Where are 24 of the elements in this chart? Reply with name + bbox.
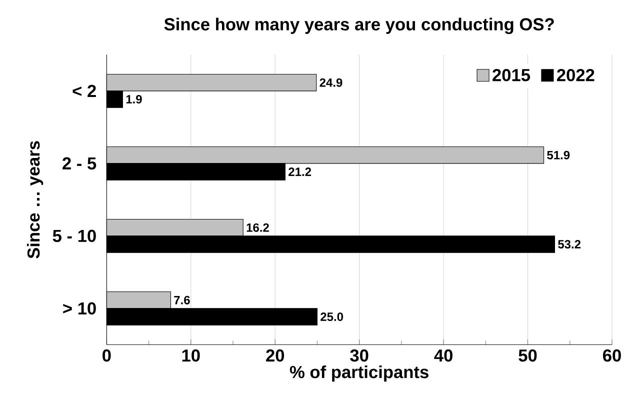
x-tick-label: 10 [182,349,200,362]
y-tick-label: 2 - 5 [62,157,96,170]
legend-label: 2015 [492,68,530,82]
data-label: 7.6 [174,296,190,304]
data-label: 21.2 [288,168,312,176]
x-tick-label: 60 [602,349,621,362]
x-tick-label: 50 [518,349,537,362]
data-label: 25.0 [320,312,344,322]
y-axis-title: Since … years [26,141,44,258]
legend-label: 2022 [557,68,594,82]
x-tick-label: 20 [266,349,284,362]
data-label: 1.9 [126,95,142,104]
x-tick-label: 30 [350,349,368,362]
data-label: 16.2 [246,223,269,232]
data-label: 51.9 [547,150,570,160]
x-axis-title: % of participants [290,365,428,382]
data-label: 53.2 [558,240,581,248]
y-tick-label: > 10 [63,302,96,315]
y-tick-label: < 2 [72,84,96,97]
x-tick-label: 40 [434,349,452,362]
y-tick-label: 5 - 10 [52,230,96,242]
chart-title: Since how many years are you conducting OS? [164,18,554,34]
data-label: 24.9 [320,78,342,87]
x-tick-label: 0 [102,349,111,362]
